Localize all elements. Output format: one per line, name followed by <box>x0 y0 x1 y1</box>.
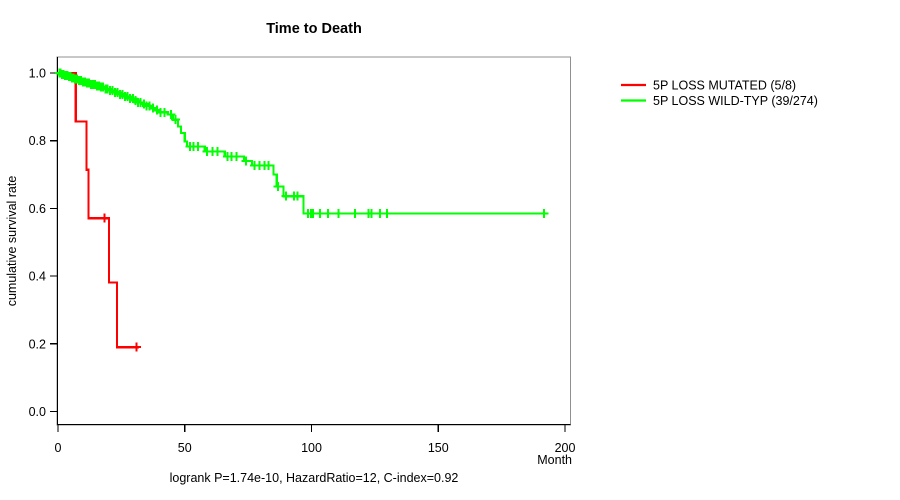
censor-mark <box>323 208 333 218</box>
censor-mark <box>159 107 169 117</box>
censor-mark <box>232 152 242 162</box>
censor-mark <box>539 208 549 218</box>
plot-content: 0 50 100 150 200 0.0 0.2 0.4 0.6 0.8 1.0 <box>29 67 576 456</box>
censor-mark <box>132 342 142 352</box>
censor-mark <box>273 181 283 191</box>
y-tick-label: 0.2 <box>29 337 46 351</box>
censor-mark <box>350 208 360 218</box>
x-axis-label: Month <box>537 453 572 467</box>
censor-mark <box>333 208 343 218</box>
survival-curve-mutated <box>58 71 140 349</box>
y-tick-label: 0.6 <box>29 202 46 216</box>
stats-annotation: logrank P=1.74e-10, HazardRatio=12, C-in… <box>170 471 459 485</box>
legend: 5P LOSS MUTATED (5/8) 5P LOSS WILD-TYP (… <box>621 79 818 108</box>
censor-mark <box>166 110 176 120</box>
censor-mark <box>263 160 273 170</box>
x-tick-label: 0 <box>55 441 62 455</box>
x-tick-label: 100 <box>301 441 322 455</box>
legend-label-wildtype: 5P LOSS WILD-TYP (39/274) <box>653 94 818 108</box>
censor-mark <box>99 213 109 223</box>
censor-mark <box>193 141 203 151</box>
x-tick-label: 150 <box>428 441 449 455</box>
censor-mark <box>170 115 180 125</box>
y-tick-label: 1.0 <box>29 67 46 81</box>
censor-mark <box>382 208 392 218</box>
censor-mark <box>281 191 291 201</box>
legend-label-mutated: 5P LOSS MUTATED (5/8) <box>653 79 796 93</box>
y-tick-label: 0.8 <box>29 134 46 148</box>
x-tick-label: 200 <box>555 441 576 455</box>
plot-box <box>56 56 571 426</box>
y-tick-label: 0.4 <box>29 270 46 284</box>
censor-mark <box>213 147 223 157</box>
censor-mark <box>241 156 251 166</box>
chart-title: Time to Death <box>266 21 362 37</box>
y-axis-label: cumulative survival rate <box>5 176 19 307</box>
y-tick-label: 0.0 <box>29 405 46 419</box>
x-tick-label: 50 <box>178 441 192 455</box>
censor-mark <box>293 191 303 201</box>
censor-mark <box>315 208 325 218</box>
censor-mark <box>367 208 377 218</box>
